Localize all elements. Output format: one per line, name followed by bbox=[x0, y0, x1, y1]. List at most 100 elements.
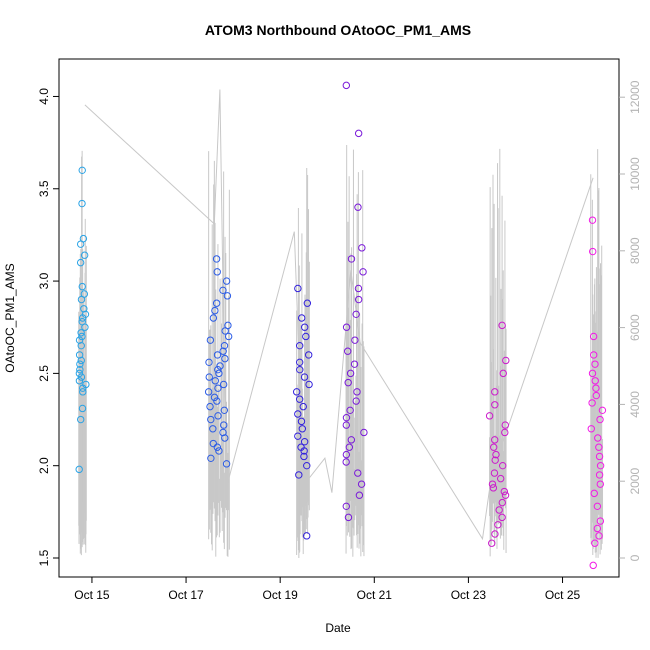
data-point-3-29 bbox=[342, 81, 351, 90]
x-tick-label-2: Oct 19 bbox=[262, 588, 298, 602]
y-axis-label: OAtoOC_PM1_AMS bbox=[3, 263, 17, 372]
data-point-1-8 bbox=[220, 421, 228, 429]
data-point-0-22 bbox=[77, 295, 86, 304]
data-point-2-24 bbox=[294, 284, 302, 293]
y-tick-label-1: 2.0 bbox=[37, 457, 51, 474]
data-point-3-24 bbox=[359, 268, 367, 276]
data-point-5-7 bbox=[596, 480, 604, 488]
data-point-5-17 bbox=[592, 391, 600, 400]
data-point-5-22 bbox=[590, 351, 598, 359]
data-point-1-18 bbox=[211, 377, 219, 385]
data-point-0-15 bbox=[78, 332, 86, 341]
data-point-4-18 bbox=[501, 421, 509, 429]
data-point-3-15 bbox=[344, 378, 352, 387]
data-point-3-18 bbox=[344, 347, 352, 355]
data-point-0-14 bbox=[75, 336, 84, 344]
data-point-3-1 bbox=[342, 502, 350, 511]
data-point-2-22 bbox=[297, 314, 306, 322]
data-point-1-20 bbox=[215, 369, 223, 378]
y-tick-label-3: 3.0 bbox=[37, 272, 51, 289]
data-point-2-1 bbox=[295, 471, 303, 479]
data-point-2-10 bbox=[294, 410, 302, 418]
data-point-4-23 bbox=[502, 356, 510, 365]
y2-tick-label-4: 8000 bbox=[628, 237, 642, 264]
data-point-5-5 bbox=[593, 502, 602, 511]
data-point-2-20 bbox=[302, 332, 310, 341]
data-point-3-27 bbox=[354, 203, 362, 211]
data-point-5-3 bbox=[593, 524, 602, 533]
data-point-0-21 bbox=[80, 305, 88, 313]
data-point-3-20 bbox=[342, 323, 351, 331]
data-point-1-35 bbox=[223, 292, 232, 300]
data-point-5-25 bbox=[588, 216, 597, 224]
data-point-1-36 bbox=[219, 286, 227, 295]
data-point-3-12 bbox=[346, 406, 354, 415]
data-point-1-27 bbox=[220, 341, 229, 350]
data-point-2-21 bbox=[300, 323, 309, 331]
y-tick-label-2: 2.5 bbox=[37, 365, 51, 382]
data-point-5-9 bbox=[596, 461, 605, 470]
data-point-1-37 bbox=[222, 277, 231, 285]
data-point-1-34 bbox=[212, 299, 221, 307]
data-point-4-2 bbox=[494, 521, 502, 529]
data-point-5-19 bbox=[591, 377, 599, 385]
data-point-0-26 bbox=[80, 251, 89, 259]
data-point-0-28 bbox=[79, 234, 88, 243]
data-point-2-17 bbox=[296, 358, 304, 367]
data-point-4-3 bbox=[498, 513, 506, 522]
data-point-3-25 bbox=[347, 255, 356, 263]
data-point-0-29 bbox=[78, 199, 86, 208]
data-point-4-13 bbox=[491, 456, 499, 464]
y2-tick-label-2: 4000 bbox=[628, 391, 642, 418]
data-point-1-7 bbox=[209, 425, 217, 433]
data-point-3-22 bbox=[354, 295, 363, 304]
data-point-5-13 bbox=[587, 425, 595, 433]
secondary-series bbox=[78, 89, 604, 558]
data-point-3-6 bbox=[342, 450, 351, 459]
data-point-0-2 bbox=[78, 404, 87, 413]
data-point-1-10 bbox=[214, 412, 222, 420]
y2-tick-label-6: 12000 bbox=[628, 80, 642, 114]
data-point-0-23 bbox=[80, 290, 89, 298]
y2-tick-label-3: 6000 bbox=[628, 314, 642, 341]
data-point-0-1 bbox=[76, 415, 85, 424]
axes: 1.5 2.0 2.5 3.0 3.5 4.0 0 2000 4000 6000 8000 10000… bbox=[37, 80, 642, 602]
data-point-3-19 bbox=[351, 336, 359, 344]
data-point-0-3 bbox=[79, 388, 87, 396]
data-point-2-14 bbox=[305, 380, 313, 389]
data-point-0-25 bbox=[76, 258, 85, 267]
data-point-5-21 bbox=[591, 360, 599, 368]
data-point-3-2 bbox=[355, 491, 364, 499]
data-point-4-19 bbox=[485, 412, 494, 420]
data-point-1-1 bbox=[207, 454, 215, 463]
y-tick-label-5: 4.0 bbox=[37, 88, 51, 105]
x-tick-label-5: Oct 25 bbox=[545, 588, 581, 602]
data-point-3-11 bbox=[342, 413, 351, 422]
data-point-3-21 bbox=[352, 310, 360, 319]
data-point-4-12 bbox=[499, 461, 507, 470]
data-point-3-16 bbox=[346, 369, 355, 378]
data-point-5-0 bbox=[589, 561, 597, 570]
chart-title: ATOM3 Northbound OAtoOC_PM1_AMS bbox=[205, 22, 471, 38]
data-point-1-19 bbox=[205, 373, 213, 381]
data-point-4-1 bbox=[491, 530, 499, 538]
data-point-3-26 bbox=[358, 244, 366, 252]
data-point-1-33 bbox=[211, 306, 219, 315]
data-point-1-21 bbox=[214, 365, 222, 374]
data-point-5-8 bbox=[595, 471, 604, 479]
data-point-2-16 bbox=[296, 365, 304, 374]
data-point-5-1 bbox=[591, 539, 599, 547]
data-point-0-5 bbox=[82, 380, 90, 389]
data-point-5-15 bbox=[598, 406, 607, 415]
data-point-2-5 bbox=[297, 443, 305, 451]
data-point-1-31 bbox=[224, 321, 232, 330]
data-point-3-9 bbox=[360, 428, 368, 437]
data-point-2-18 bbox=[305, 351, 313, 359]
data-point-1-28 bbox=[206, 336, 215, 344]
data-point-0-8 bbox=[75, 369, 84, 378]
data-point-2-6 bbox=[300, 437, 309, 446]
data-point-3-3 bbox=[357, 480, 366, 488]
data-point-3-17 bbox=[350, 360, 359, 368]
data-point-1-39 bbox=[212, 255, 221, 263]
